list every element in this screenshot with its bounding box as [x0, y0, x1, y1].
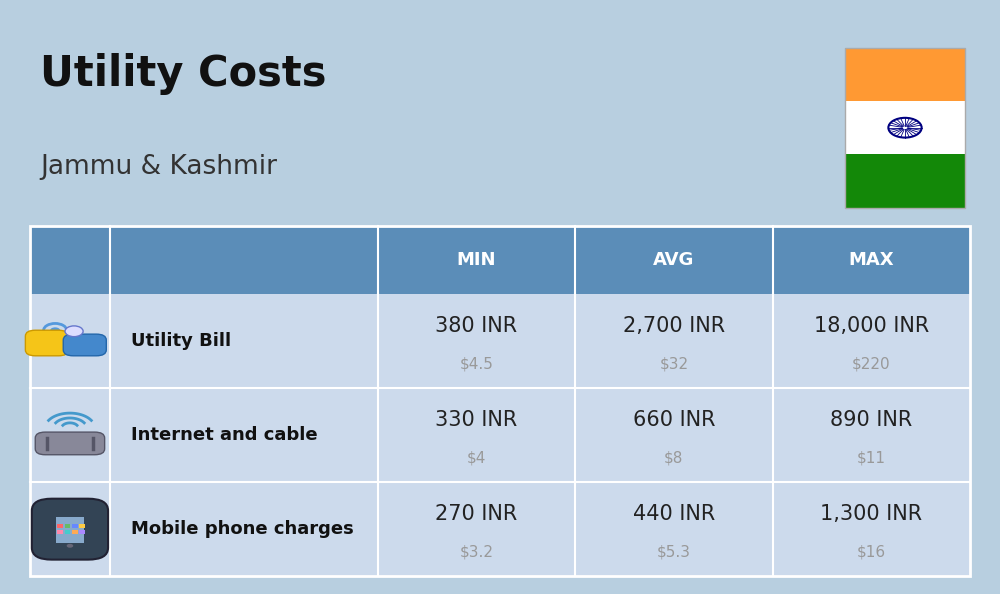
Text: MIN: MIN [457, 251, 496, 269]
Bar [65, 524, 70, 528]
Bar [845, 48, 965, 208]
Text: 1,300 INR: 1,300 INR [820, 504, 922, 525]
Bar [72, 524, 78, 528]
Text: $32: $32 [659, 356, 688, 371]
Text: Mobile phone charges: Mobile phone charges [131, 520, 354, 538]
Text: 2,700 INR: 2,700 INR [623, 316, 725, 336]
Bar [72, 530, 78, 534]
FancyBboxPatch shape [35, 432, 105, 455]
Text: 380 INR: 380 INR [435, 316, 518, 336]
Bar [845, 48, 965, 101]
Circle shape [50, 327, 60, 333]
Text: Utility Costs: Utility Costs [40, 53, 326, 96]
Text: $8: $8 [664, 450, 684, 465]
Text: $5.3: $5.3 [657, 544, 691, 559]
Circle shape [67, 544, 73, 548]
Text: $4.5: $4.5 [460, 356, 493, 371]
Bar [65, 530, 70, 534]
Text: 890 INR: 890 INR [830, 410, 912, 430]
Text: 660 INR: 660 INR [633, 410, 715, 430]
Text: $4: $4 [467, 450, 486, 465]
FancyBboxPatch shape [32, 499, 108, 560]
Bar [79, 530, 85, 534]
Bar [30, 226, 970, 294]
Text: $3.2: $3.2 [460, 544, 494, 559]
FancyBboxPatch shape [25, 330, 68, 356]
Bar [79, 524, 85, 528]
Text: 440 INR: 440 INR [633, 504, 715, 525]
Text: Utility Bill: Utility Bill [131, 332, 231, 350]
FancyBboxPatch shape [63, 334, 106, 356]
Text: AVG: AVG [653, 251, 695, 269]
Text: $220: $220 [852, 356, 891, 371]
Circle shape [65, 326, 83, 337]
Text: 270 INR: 270 INR [435, 504, 518, 525]
Bar [30, 226, 970, 576]
Text: 330 INR: 330 INR [435, 410, 518, 430]
Text: Jammu & Kashmir: Jammu & Kashmir [40, 154, 277, 181]
Text: MAX: MAX [848, 251, 894, 269]
Text: Internet and cable: Internet and cable [131, 426, 318, 444]
Text: $11: $11 [857, 450, 886, 465]
Text: 18,000 INR: 18,000 INR [814, 316, 929, 336]
Bar [30, 226, 970, 576]
Bar [845, 101, 965, 154]
Text: $16: $16 [857, 544, 886, 559]
Bar [57, 530, 63, 534]
Bar [56, 517, 84, 543]
Bar [57, 524, 63, 528]
Bar [845, 154, 965, 208]
